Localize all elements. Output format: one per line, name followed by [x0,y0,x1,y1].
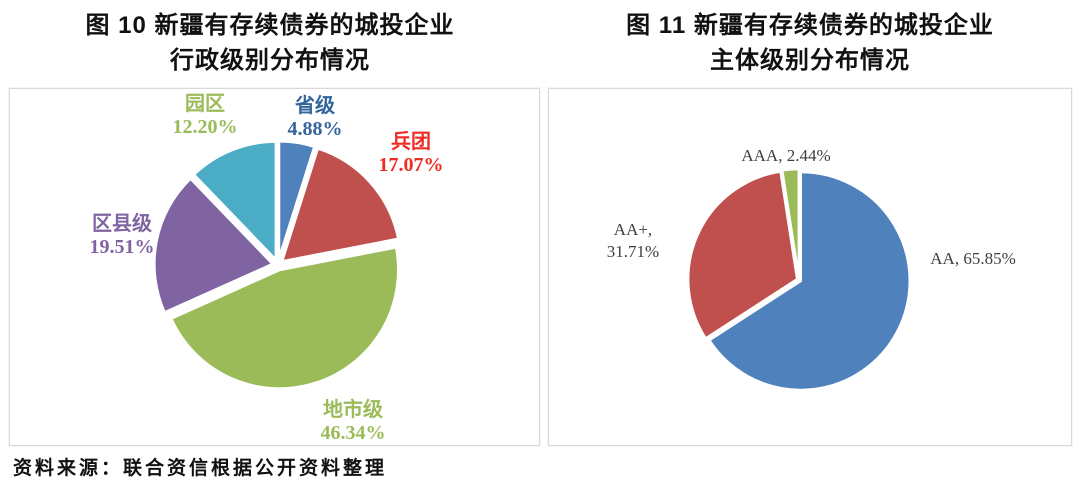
chart-panels: 园区 12.20% 省级 4.88% 兵团 17.07% 区县级 19.51% … [9,88,1072,446]
label-aa: AA, 65.85% [930,249,1016,268]
label-yuanqu-name: 园区 [185,93,225,115]
figure11-title: 图 11 新疆有存续债券的城投企业 主体级别分布情况 [540,8,1080,78]
pie-slice-省级 [277,139,317,262]
figure11-pie-chart [686,167,911,392]
figure11-title-line1: 图 11 新疆有存续债券的城投企业 [626,12,994,39]
pie-slice-AA [708,170,911,392]
label-dishiji: 地市级 46.34% [321,399,386,445]
figure11-title-line2: 主体级别分布情况 [710,47,910,74]
pie-slice-园区 [192,139,278,262]
label-bingtuan-pct: 17.07% [378,154,444,176]
label-dishiji-name: 地市级 [323,399,383,421]
figure11-panel: AAA, 2.44% AA+, 31.71% AA, 65.85% [548,88,1072,446]
figure10-pie-chart [152,139,401,391]
label-bingtuan: 兵团 17.07% [379,131,444,177]
figure10-panel: 园区 12.20% 省级 4.88% 兵团 17.07% 区县级 19.51% … [9,88,540,446]
figure-titles: 图 10 新疆有存续债券的城投企业 行政级别分布情况 图 11 新疆有存续债券的… [0,0,1080,78]
label-bingtuan-name: 兵团 [391,131,431,153]
label-quxianji-name: 区县级 [92,213,152,235]
pie-slice-区县级 [152,176,275,315]
label-quxianji: 区县级 19.51% [90,213,155,259]
label-yuanqu-pct: 12.20% [172,116,238,138]
pie-slice-AAA [780,167,801,280]
figure10-title: 图 10 新疆有存续债券的城投企业 行政级别分布情况 [0,8,540,78]
label-aaplus-line1: AA+, [613,220,653,239]
label-aaplus: AA+, 31.71% [607,219,659,263]
label-shengji-name: 省级 [295,95,335,117]
label-yuanqu: 园区 12.20% [173,93,238,139]
label-shengji-pct: 4.88% [287,118,343,140]
figure10-title-line1: 图 10 新疆有存续债券的城投企业 [85,12,455,39]
pie-slice-AA+ [686,170,799,340]
pie-slice-兵团 [280,146,401,264]
label-shengji: 省级 4.88% [288,95,343,141]
pie-slice-地市级 [169,245,400,391]
label-aaplus-line2: 31.71% [606,242,660,261]
label-dishiji-pct: 46.34% [320,422,386,444]
figure10-title-line2: 行政级别分布情况 [170,47,370,74]
label-quxianji-pct: 19.51% [89,236,155,258]
source-note: 资料来源：联合资信根据公开资料整理 [13,458,388,479]
label-aaa: AAA, 2.44% [741,146,831,165]
